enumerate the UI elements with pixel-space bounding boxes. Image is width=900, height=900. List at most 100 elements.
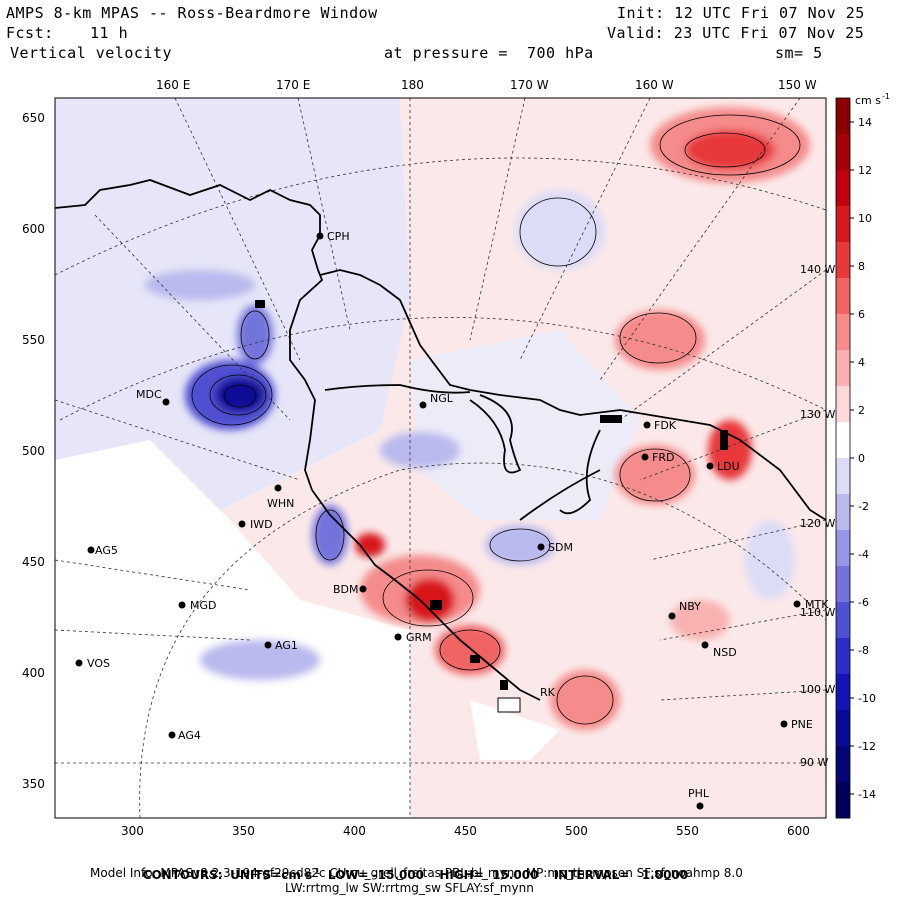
y-label: 550	[22, 333, 45, 347]
svg-text:MDC: MDC	[136, 388, 162, 401]
edge-lon-label: 140 W	[800, 263, 835, 276]
contours-info: CONTOURS: UNITS=cm s-1 LOW= -15.000 HIGH…	[135, 851, 689, 882]
station-mgd: MGD	[178, 599, 217, 612]
lon-label: 170 W	[510, 78, 549, 92]
longitude-labels: 160 E 170 E 180 170 W 160 W 150 W	[156, 78, 817, 92]
svg-text:BDM: BDM	[333, 583, 359, 596]
colorbar-swatch	[836, 170, 850, 207]
station-grm: GRM	[394, 631, 432, 644]
colorbar-swatch	[836, 242, 850, 279]
svg-text:NBY: NBY	[679, 600, 701, 613]
colorbar-swatch	[836, 602, 850, 639]
colorbar-swatch	[836, 350, 850, 387]
svg-text:PNE: PNE	[791, 718, 813, 731]
station-cph: CPH	[316, 230, 350, 243]
colorbar-label: 0	[858, 452, 865, 465]
lon-label: 160 W	[635, 78, 674, 92]
y-axis-labels: 650 600 550 500 450 400 350	[22, 111, 45, 791]
station-rk: RK	[497, 686, 556, 713]
svg-text:MTK: MTK	[805, 598, 829, 611]
station-frd: FRD	[641, 451, 674, 464]
svg-text:NGL: NGL	[430, 392, 454, 405]
lat-lon-grid	[55, 98, 826, 818]
colorbar-label: 10	[858, 212, 872, 225]
ice-shelf-zone	[410, 330, 640, 520]
colorbar-label: 4	[858, 356, 865, 369]
station-sdm: SDM	[537, 541, 573, 554]
colorbar-swatch	[836, 638, 850, 675]
colorbar-units: cm s	[855, 94, 881, 107]
colorbar-label: 12	[858, 164, 872, 177]
station-ag5: AG5	[87, 544, 118, 557]
x-label: 400	[343, 824, 366, 838]
forecast-label: Fcst:	[6, 24, 54, 42]
edge-lon-label: 110 W	[800, 606, 835, 619]
edge-longitude-labels: 140 W 130 W 120 W 110 W 100 W 90 W	[800, 263, 835, 769]
colorbar-swatches	[836, 98, 850, 819]
colorbar-units-exp: -1	[882, 92, 890, 101]
y-label: 650	[22, 111, 45, 125]
y-label: 350	[22, 777, 45, 791]
station-iwd: IWD	[238, 518, 273, 531]
colorbar-label: -6	[858, 596, 869, 609]
svg-text:FRD: FRD	[652, 451, 674, 464]
edge-lon-label: 90 W	[800, 756, 828, 769]
contours-low: LOW= -15.000	[327, 868, 425, 882]
station-vos: VOS	[75, 657, 110, 670]
station-phl: PHL	[688, 787, 710, 810]
colorbar-label: -8	[858, 644, 869, 657]
svg-text:WHN: WHN	[267, 497, 294, 510]
colorbar: cm s -1 14 12 10 8 6 4 2 0 -2 -4 -6 -8 -10 -12 -14	[835, 92, 890, 819]
smoothing-value: sm= 5	[775, 44, 823, 62]
colorbar-swatch	[836, 422, 850, 459]
x-label: 450	[454, 824, 477, 838]
colorbar-swatch	[836, 134, 850, 171]
x-axis-labels: 300 350 400 450 500 550 600	[121, 824, 810, 838]
svg-text:LDU: LDU	[717, 460, 740, 473]
y-label: 450	[22, 555, 45, 569]
svg-text:IWD: IWD	[250, 518, 273, 531]
svg-text:AG4: AG4	[178, 729, 201, 742]
station-fdk: FDK	[643, 419, 677, 432]
map-title: AMPS 8-km MPAS -- Ross-Beardmore Window	[6, 4, 378, 22]
colorbar-swatch	[836, 206, 850, 243]
svg-text:FDK: FDK	[654, 419, 677, 432]
svg-text:AG5: AG5	[95, 544, 118, 557]
init-time: Init: 12 UTC Fri 07 Nov 25	[617, 4, 865, 22]
colorbar-label: -4	[858, 548, 869, 561]
svg-text:RK: RK	[540, 686, 556, 699]
colorbar-label: -2	[858, 500, 869, 513]
station-nsd: NSD	[701, 641, 737, 659]
svg-text:NSD: NSD	[713, 646, 737, 659]
svg-text:AG1: AG1	[275, 639, 298, 652]
x-label: 500	[565, 824, 588, 838]
colorbar-label: -14	[858, 788, 876, 801]
station-ag1: AG1	[264, 639, 298, 652]
x-label: 300	[121, 824, 144, 838]
no-data-area-2	[470, 700, 560, 760]
colorbar-swatch	[836, 782, 850, 819]
colorbar-label: -10	[858, 692, 876, 705]
colorbar-swatch	[836, 98, 850, 135]
station-whn: WHN	[267, 484, 294, 510]
colorbar-label: 8	[858, 260, 865, 273]
colorbar-swatch	[836, 530, 850, 567]
svg-text:CPH: CPH	[327, 230, 350, 243]
field-name: Vertical velocity	[10, 44, 173, 62]
edge-lon-label: 130 W	[800, 408, 835, 421]
plot-frame	[54, 97, 827, 819]
lon-label: 170 E	[276, 78, 310, 92]
station-ngl: NGL	[419, 392, 454, 409]
station-ag4: AG4	[168, 729, 201, 742]
colorbar-swatch	[836, 566, 850, 603]
contours-high: HIGH= 15.000	[439, 868, 539, 882]
lon-label: 180	[401, 78, 424, 92]
svg-text:GRM: GRM	[406, 631, 432, 644]
colorbar-swatch	[836, 278, 850, 315]
station-nby: NBY	[668, 600, 701, 620]
forecast-hour: 11 h	[90, 24, 129, 42]
model-info: Model Info: MPASv8.2.3-194-gf29cd82c CU:…	[90, 866, 743, 880]
x-label: 350	[232, 824, 255, 838]
y-label: 500	[22, 444, 45, 458]
contour-lines	[191, 114, 801, 725]
